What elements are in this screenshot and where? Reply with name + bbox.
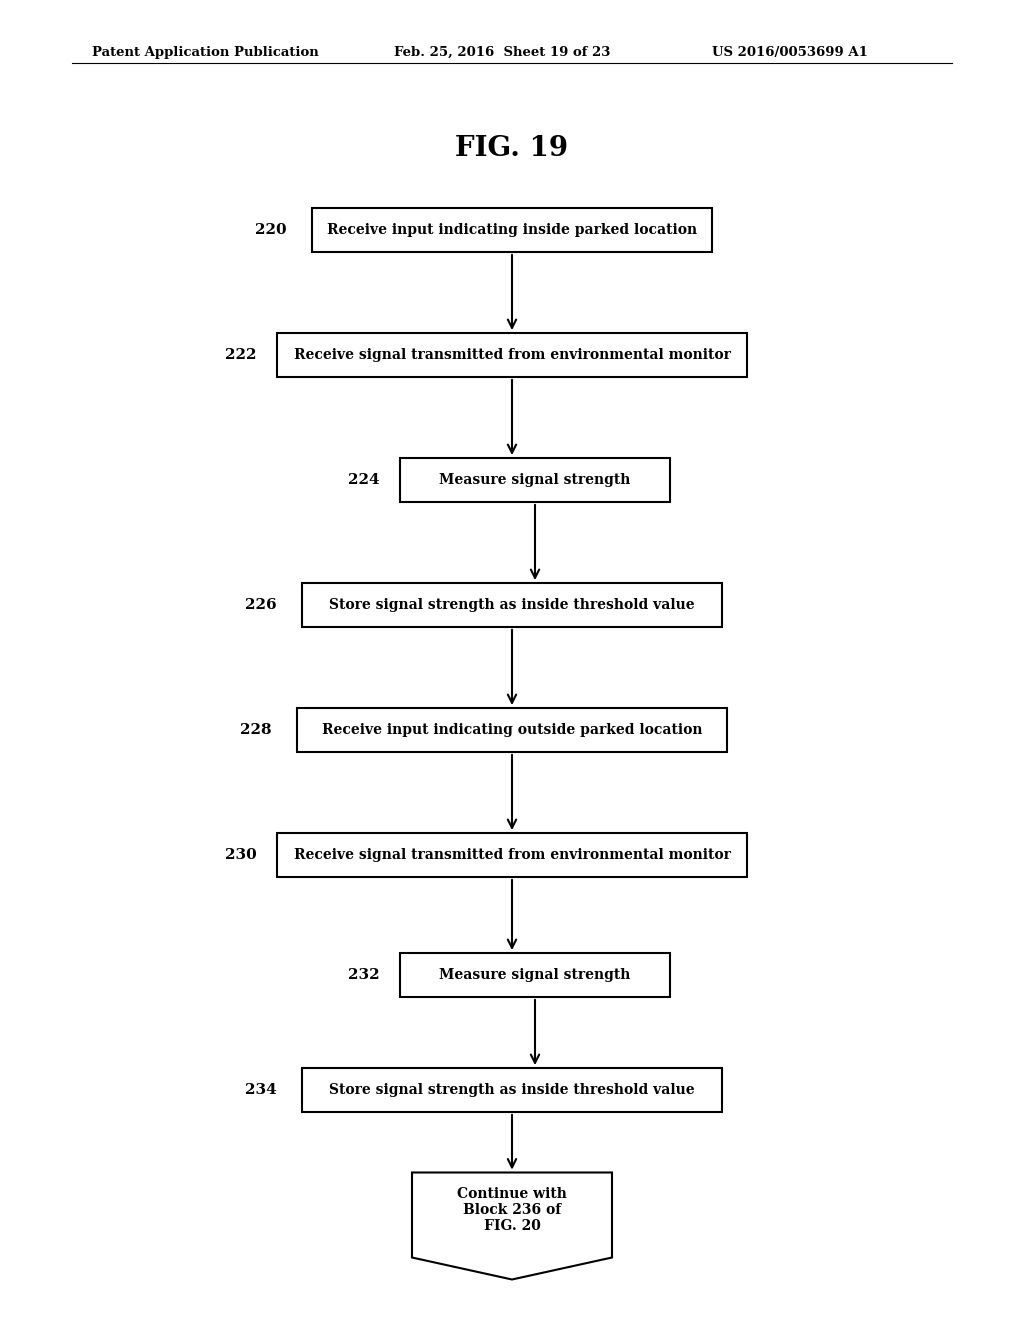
FancyBboxPatch shape [302,583,722,627]
Text: Receive signal transmitted from environmental monitor: Receive signal transmitted from environm… [294,348,730,362]
Text: Receive input indicating outside parked location: Receive input indicating outside parked … [322,723,702,737]
Text: Continue with
Block 236 of
FIG. 20: Continue with Block 236 of FIG. 20 [457,1187,567,1233]
Text: Patent Application Publication: Patent Application Publication [92,46,318,59]
FancyBboxPatch shape [302,1068,722,1111]
Text: 234: 234 [246,1082,278,1097]
FancyBboxPatch shape [400,458,670,502]
Text: FIG. 19: FIG. 19 [456,135,568,161]
PathPatch shape [412,1172,612,1279]
FancyBboxPatch shape [312,209,712,252]
FancyBboxPatch shape [278,833,746,876]
Text: Store signal strength as inside threshold value: Store signal strength as inside threshol… [329,1082,695,1097]
Text: 230: 230 [225,847,257,862]
Text: Feb. 25, 2016  Sheet 19 of 23: Feb. 25, 2016 Sheet 19 of 23 [394,46,610,59]
Text: Receive input indicating inside parked location: Receive input indicating inside parked l… [327,223,697,238]
Text: Measure signal strength: Measure signal strength [439,968,631,982]
Text: Receive signal transmitted from environmental monitor: Receive signal transmitted from environm… [294,847,730,862]
FancyBboxPatch shape [297,708,727,752]
FancyBboxPatch shape [278,333,746,378]
Text: Measure signal strength: Measure signal strength [439,473,631,487]
Text: 220: 220 [255,223,287,238]
Text: 232: 232 [348,968,380,982]
Text: 228: 228 [241,723,272,737]
Text: 226: 226 [246,598,278,612]
FancyBboxPatch shape [400,953,670,997]
Text: 224: 224 [348,473,380,487]
Text: US 2016/0053699 A1: US 2016/0053699 A1 [712,46,867,59]
Text: Store signal strength as inside threshold value: Store signal strength as inside threshol… [329,598,695,612]
Text: 222: 222 [225,348,257,362]
